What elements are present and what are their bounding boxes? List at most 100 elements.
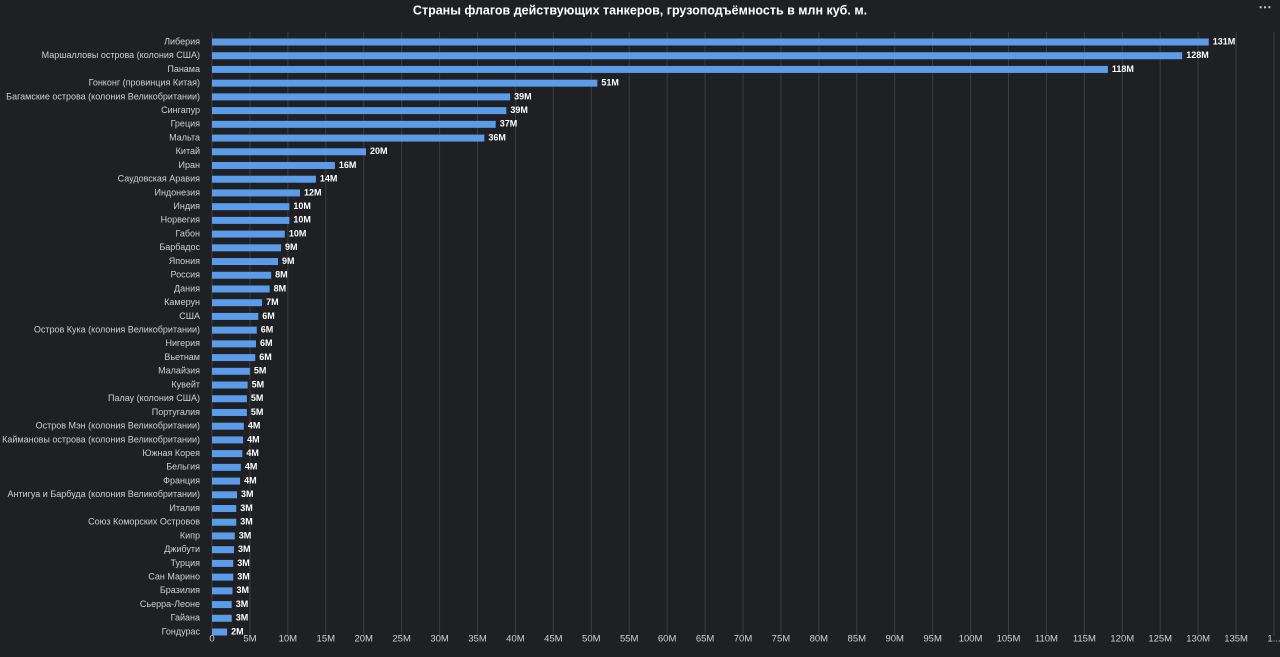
bar — [212, 463, 241, 471]
data-label: 6M — [261, 325, 274, 335]
y-tick-label: Остров Мэн (колония Великобритании) — [36, 421, 200, 431]
x-tick-label: 15M — [317, 634, 336, 645]
y-tick-label: Бразилия — [160, 585, 200, 595]
bar — [212, 587, 233, 595]
data-label: 20M — [370, 146, 388, 156]
chart-title: Страны флагов действующих танкеров, груз… — [413, 3, 867, 17]
bar — [212, 491, 238, 499]
bar — [212, 189, 300, 197]
x-tick-label: 95M — [923, 634, 942, 645]
data-label: 10M — [289, 228, 307, 238]
y-tick-label: Дания — [174, 283, 200, 293]
menu-icon[interactable]: ⋯ — [1259, 0, 1272, 14]
bar — [212, 532, 235, 540]
data-label: 3M — [241, 489, 254, 499]
y-tick-label: Франция — [163, 475, 200, 485]
bar — [212, 285, 270, 293]
y-tick-label: Иран — [179, 160, 200, 170]
data-label: 5M — [251, 393, 264, 403]
x-tick-label: 80M — [810, 634, 829, 645]
data-label: 3M — [237, 571, 250, 581]
bar — [212, 258, 278, 266]
y-tick-label: Маршалловы острова (колония США) — [42, 50, 200, 60]
bar — [212, 354, 256, 362]
y-tick-label: Кипр — [180, 530, 200, 540]
data-label: 131M — [1213, 36, 1236, 46]
bar — [212, 271, 272, 279]
y-tick-label: Багамские острова (колония Великобритани… — [6, 91, 200, 101]
bar — [212, 120, 496, 128]
bar — [212, 573, 234, 581]
y-tick-label: Индия — [173, 201, 200, 211]
y-tick-label: Палау (колония США) — [108, 393, 200, 403]
x-tick-label: 85M — [848, 634, 867, 645]
y-tick-label: Мальта — [169, 132, 200, 142]
x-tick-label: 110M — [1035, 634, 1058, 645]
data-label: 3M — [238, 544, 251, 554]
bar — [212, 367, 250, 375]
data-label: 14M — [320, 174, 338, 184]
bar — [212, 312, 259, 320]
bar — [212, 395, 247, 403]
x-tick-label: 100M — [959, 634, 983, 645]
data-label: 6M — [259, 352, 272, 362]
data-label: 5M — [251, 407, 264, 417]
y-tick-label: Либерия — [164, 36, 200, 46]
bar — [212, 559, 234, 567]
x-tick-label: 5M — [243, 634, 256, 645]
data-label: 16M — [339, 160, 357, 170]
bar — [212, 614, 232, 622]
x-tick-label: 115M — [1073, 634, 1096, 645]
data-label: 5M — [252, 379, 265, 389]
y-tick-label: Португалия — [152, 407, 200, 417]
x-tick-label: 105M — [997, 634, 1021, 645]
data-label: 4M — [247, 434, 260, 444]
x-tick-label: 125M — [1148, 634, 1172, 645]
y-tick-label: Норвегия — [161, 215, 201, 225]
data-label: 3M — [236, 599, 249, 609]
y-tick-label: Турция — [171, 558, 201, 568]
bar — [212, 340, 256, 348]
y-tick-label: Китай — [176, 146, 200, 156]
bar — [212, 38, 1209, 46]
bar — [212, 175, 316, 183]
data-label: 7M — [266, 297, 279, 307]
x-tick-label: 60M — [658, 634, 677, 645]
data-label: 4M — [245, 462, 258, 472]
y-tick-label: Малайзия — [158, 366, 200, 376]
x-tick-label: 65M — [696, 634, 715, 645]
bar — [212, 93, 511, 101]
data-label: 8M — [275, 270, 288, 280]
y-tick-label: Нигерия — [165, 338, 200, 348]
x-tick-label: 20M — [354, 634, 373, 645]
y-tick-label: Кувейт — [171, 379, 200, 389]
y-tick-label: Сьерра-Леоне — [140, 599, 200, 609]
data-label: 9M — [282, 256, 295, 266]
y-tick-label: Италия — [169, 503, 200, 513]
data-label: 6M — [260, 338, 273, 348]
x-tick-label: 55M — [620, 634, 639, 645]
y-tick-label: Джибути — [164, 544, 200, 554]
y-tick-label: Гайана — [171, 613, 200, 623]
data-label: 51M — [601, 78, 619, 88]
y-tick-label: Вьетнам — [164, 352, 200, 362]
bar — [212, 107, 507, 115]
bar — [212, 52, 1183, 60]
data-label: 6M — [262, 311, 275, 321]
x-tick-label: 135M — [1224, 634, 1248, 645]
bar — [212, 203, 290, 211]
y-tick-label: Россия — [170, 270, 200, 280]
data-label: 37M — [500, 119, 518, 129]
data-label: 4M — [246, 448, 259, 458]
bar — [212, 216, 290, 224]
y-tick-label: Каймановы острова (колония Великобритани… — [2, 434, 200, 444]
bar — [212, 134, 485, 142]
x-tick-label: 75M — [772, 634, 791, 645]
bar — [212, 505, 237, 513]
x-tick-label: 10M — [279, 634, 298, 645]
data-label: 39M — [510, 105, 528, 115]
x-tick-label: 30M — [430, 634, 449, 645]
data-label: 9M — [285, 242, 298, 252]
y-tick-label: Камерун — [164, 297, 200, 307]
